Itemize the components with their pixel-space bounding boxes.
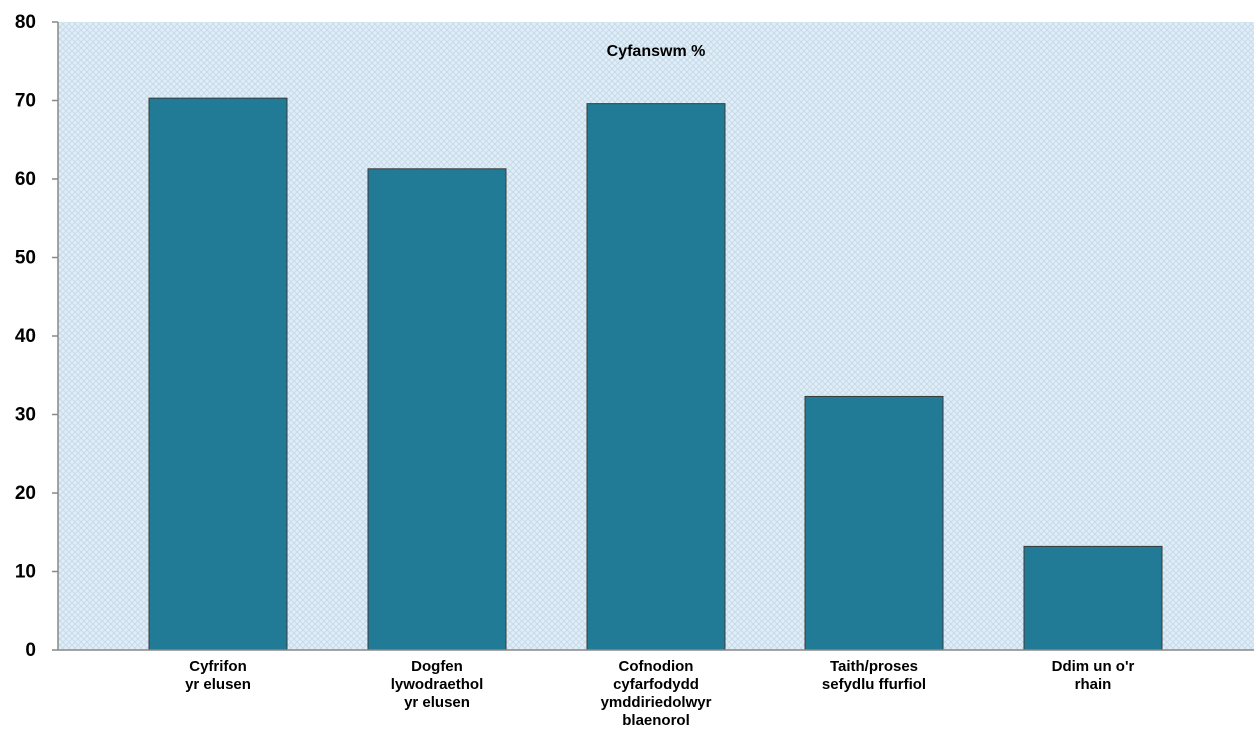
y-tick-label: 20	[15, 483, 36, 504]
y-tick-label: 60	[15, 169, 36, 190]
chart-title: Cyfanswm %	[607, 43, 706, 60]
y-tick-label: 80	[15, 12, 36, 33]
y-tick-label: 10	[15, 562, 36, 583]
bar-1	[148, 97, 288, 651]
y-tick-label: 0	[25, 640, 36, 661]
y-tick-label: 50	[15, 248, 36, 269]
x-category-label: Cyfrifon yr elusen	[185, 658, 251, 693]
y-tick-label: 70	[15, 91, 36, 112]
bar-2	[367, 168, 507, 651]
bar-4	[804, 395, 944, 651]
y-tick-label: 30	[15, 405, 36, 426]
x-category-label: Taith/proses sefydlu ffurfiol	[822, 658, 926, 693]
bar-5	[1023, 545, 1163, 651]
y-tick-label: 40	[15, 326, 36, 347]
x-category-label: Cofnodion cyfarfodydd ymddiriedolwyr blaeno…	[601, 658, 712, 729]
bar-3	[586, 103, 726, 651]
x-category-label: Ddim un o'r rhain	[1052, 658, 1135, 693]
x-category-label: Dogfen lywodraethol yr elusen	[391, 658, 484, 711]
